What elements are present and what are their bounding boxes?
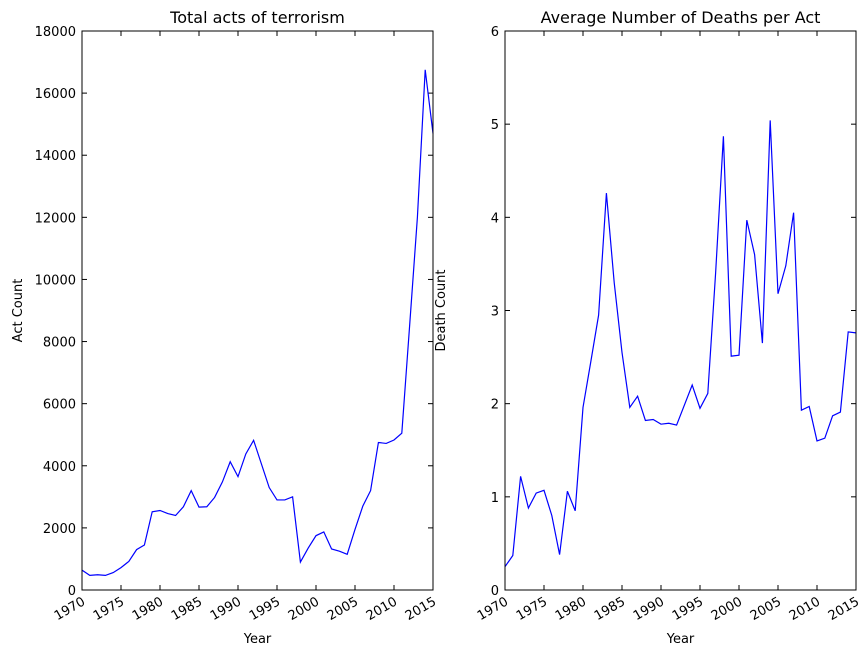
x-tick-label: 1980 — [553, 594, 589, 624]
y-axis-label: Death Count — [434, 269, 449, 351]
x-tick-label: 2005 — [325, 594, 361, 624]
x-tick-label: 2015 — [826, 594, 862, 624]
x-tick-label: 2000 — [709, 594, 745, 624]
y-tick-label: 8000 — [43, 336, 76, 351]
y-tick-label: 10000 — [35, 273, 76, 288]
y-axis-label: Act Count — [11, 279, 26, 343]
x-tick-label: 1975 — [514, 594, 550, 624]
y-tick-label: 3 — [491, 305, 499, 320]
y-tick-label: 1 — [491, 491, 499, 506]
x-tick-label: 1985 — [592, 594, 628, 624]
x-tick-label: 2010 — [787, 594, 823, 624]
x-tick-label: 1985 — [169, 594, 205, 624]
x-tick-label: 1980 — [130, 594, 166, 624]
y-tick-label: 16000 — [35, 87, 76, 102]
y-tick-label: 4 — [491, 211, 499, 226]
y-tick-label: 4000 — [43, 460, 76, 475]
x-axis-label: Year — [243, 632, 272, 647]
x-tick-label: 1975 — [91, 594, 127, 624]
y-tick-label: 6000 — [43, 398, 76, 413]
x-tick-label: 2005 — [748, 594, 784, 624]
y-tick-label: 0 — [68, 584, 76, 599]
y-tick-label: 12000 — [35, 211, 76, 226]
y-tick-label: 5 — [491, 118, 499, 133]
y-tick-label: 14000 — [35, 149, 76, 164]
x-tick-label: 2000 — [286, 594, 322, 624]
x-tick-label: 2010 — [364, 594, 400, 624]
x-tick-label: 2015 — [403, 594, 439, 624]
data-line — [81, 69, 434, 577]
y-tick-label: 18000 — [35, 25, 76, 40]
y-tick-label: 2 — [491, 398, 499, 413]
x-axis-label: Year — [666, 632, 695, 647]
chart-title: Total acts of terrorism — [169, 8, 345, 27]
plot-frame — [81, 30, 434, 591]
y-tick-label: 2000 — [43, 522, 76, 537]
x-tick-label: 1995 — [670, 594, 706, 624]
y-tick-label: 0 — [491, 584, 499, 599]
chart-title: Average Number of Deaths per Act — [541, 8, 821, 27]
x-tick-label: 1995 — [247, 594, 283, 624]
y-tick-label: 6 — [491, 25, 499, 40]
x-tick-label: 1990 — [208, 594, 244, 624]
x-tick-label: 1990 — [631, 594, 667, 624]
plot-frame — [504, 30, 857, 591]
data-line — [504, 120, 857, 568]
